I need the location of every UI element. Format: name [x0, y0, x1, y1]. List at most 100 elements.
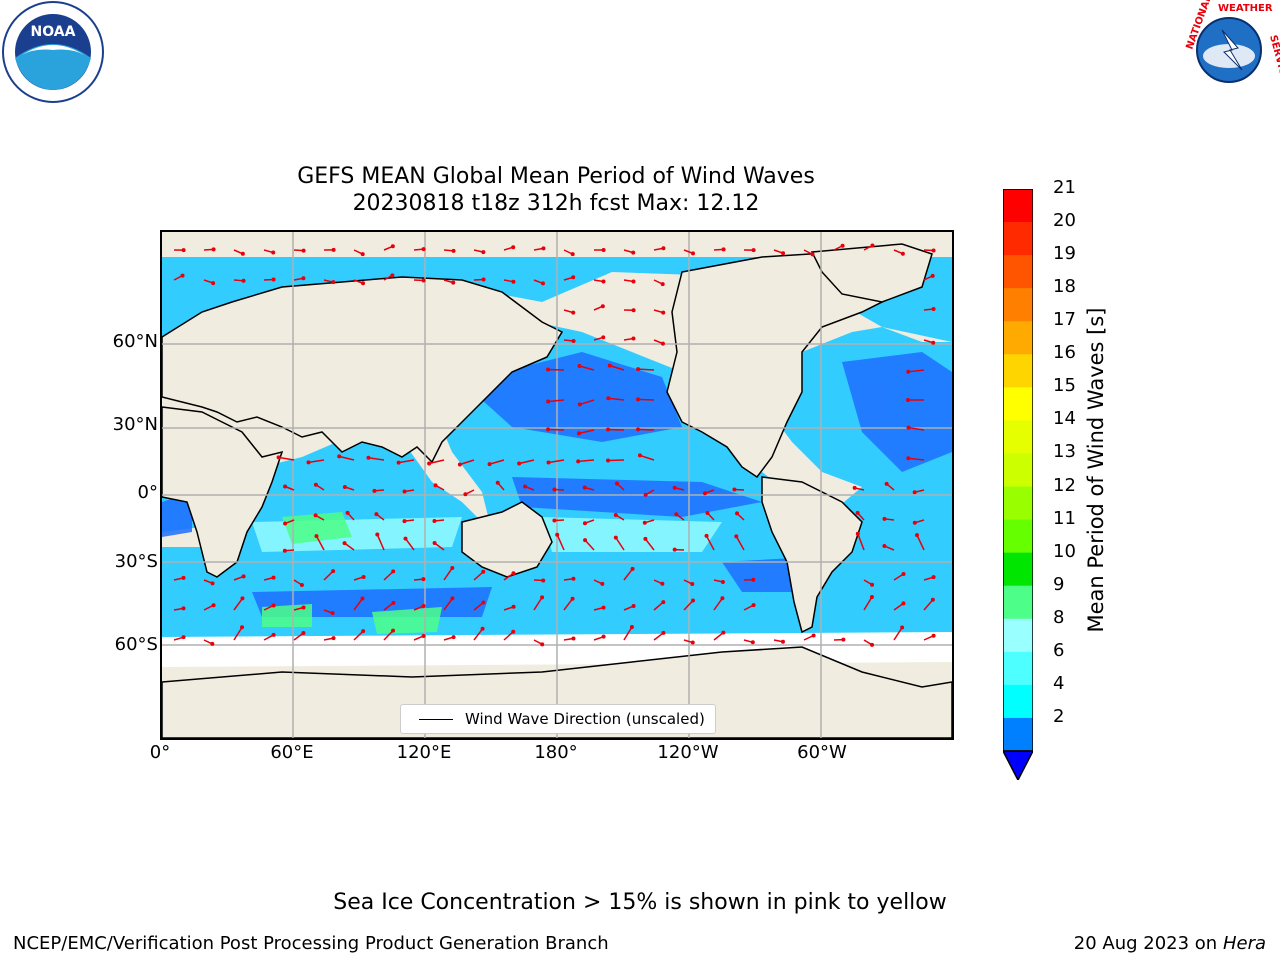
wind-arrow-head — [541, 246, 546, 251]
wind-arrow — [639, 454, 655, 461]
wind-arrow-head — [636, 367, 641, 372]
wind-arrow — [383, 570, 394, 581]
wind-arrow-head — [606, 427, 611, 432]
wind-arrow-head — [366, 455, 371, 460]
wind-arrow-head — [720, 579, 725, 584]
wind-arrow — [443, 567, 453, 581]
wind-arrow-head — [607, 363, 612, 368]
chart-subtitle: 20230818 t18z 312h fcst Max: 12.12 — [352, 191, 760, 216]
wind-arrow — [735, 536, 745, 551]
graticule — [162, 232, 952, 738]
wind-arrow-head — [930, 273, 935, 278]
wind-arrow-head — [241, 278, 246, 283]
wind-arrow-head — [720, 596, 725, 601]
wind-arrow-head — [555, 532, 560, 537]
wind-arrow-head — [583, 538, 588, 543]
wind-arrow-head — [421, 577, 426, 582]
wind-arrow-head — [331, 280, 336, 285]
credit-date: 20 Aug 2023 on — [1073, 933, 1218, 954]
x-tick-0: 0° — [149, 742, 171, 763]
wind-arrow-head — [901, 601, 906, 606]
wind-arrow-head — [432, 540, 437, 545]
wind-arrow-head — [571, 338, 576, 343]
wind-arrow-head — [930, 597, 935, 602]
wind-arrow-head — [582, 521, 587, 526]
svg-text:WEATHER: WEATHER — [1218, 3, 1273, 14]
wind-arrow-head — [601, 634, 606, 639]
wind-arrow — [278, 456, 295, 461]
wind-arrow-head — [672, 485, 677, 490]
colorbar-segment — [1003, 420, 1033, 454]
wind-arrow — [353, 598, 364, 611]
wind-arrow-head — [751, 248, 756, 253]
wind-arrow-head — [900, 251, 905, 256]
wind-arrow-head — [601, 248, 606, 253]
wind-arrow — [584, 539, 595, 551]
wind-arrow-head — [487, 462, 492, 467]
wind-arrow — [893, 627, 903, 641]
wind-arrow-head — [912, 520, 917, 525]
wind-arrow-head — [750, 640, 755, 645]
wind-arrow-head — [577, 402, 582, 407]
wind-arrow-head — [301, 631, 306, 636]
colorbar-segment — [1003, 387, 1033, 421]
wind-arrow-head — [540, 595, 545, 600]
y-tick-30n: 30°N — [112, 414, 158, 435]
wind-arrow-head — [283, 521, 288, 526]
wind-arrow — [908, 457, 925, 461]
wind-arrow-head — [181, 575, 186, 580]
wind-arrow-head — [582, 485, 587, 490]
wind-arrow-head — [511, 245, 516, 250]
wind-arrow-head — [210, 581, 215, 586]
wind-arrow-head — [643, 492, 648, 497]
wind-arrow-head — [463, 492, 468, 497]
wind-arrow-head — [931, 248, 936, 253]
wind-arrow-head — [674, 512, 679, 517]
x-tick-120e: 120°E — [396, 742, 452, 763]
wind-arrow-head — [629, 624, 634, 629]
wind-arrow-head — [882, 543, 887, 548]
wind-arrow-head — [517, 461, 522, 466]
wind-arrow — [398, 459, 415, 464]
map-legend: Wind Wave Direction (unscaled) — [400, 704, 716, 734]
wind-arrow-head — [421, 247, 426, 252]
wind-arrow — [548, 459, 565, 464]
wind-arrow — [489, 459, 505, 465]
wind-arrow-head — [391, 600, 396, 605]
wind-arrow — [353, 630, 364, 641]
wind-arrow-head — [661, 630, 666, 635]
wind-arrow-head — [396, 460, 401, 465]
wind-arrow-head — [546, 427, 551, 432]
wind-arrow-head — [360, 596, 365, 601]
colorbar — [1003, 189, 1033, 780]
wind-arrow-head — [451, 635, 456, 640]
wind-arrow-head — [540, 642, 545, 647]
wind-arrow-head — [914, 533, 919, 538]
wind-arrow-head — [360, 252, 365, 257]
wind-arrow-head — [570, 252, 575, 257]
wind-arrow-head — [600, 304, 605, 309]
wind-arrow — [563, 598, 574, 611]
wind-arrow — [404, 538, 415, 551]
colorbar-tick-label: 8 — [1053, 606, 1065, 628]
wind-arrow — [556, 534, 565, 551]
wind-arrow-head — [661, 246, 666, 251]
wind-arrow-head — [704, 533, 709, 538]
wind-arrow — [579, 399, 595, 406]
colorbar-segment — [1003, 288, 1033, 322]
wind-arrow-head — [541, 578, 546, 583]
colorbar-segment — [1003, 519, 1033, 554]
wind-arrow — [533, 596, 543, 611]
wind-arrow — [615, 537, 625, 551]
wind-arrow — [608, 397, 625, 401]
wind-arrow-head — [361, 629, 366, 634]
colorbar-segment — [1003, 486, 1033, 521]
colorbar-segment — [1003, 717, 1033, 752]
colorbar-tick-label: 16 — [1053, 342, 1076, 364]
wind-arrow-head — [637, 453, 642, 458]
wind-arrow — [473, 571, 484, 581]
noaa-logo-text: NOAA — [31, 24, 76, 40]
wind-arrow-head — [601, 605, 606, 610]
wind-arrow — [548, 399, 565, 403]
wind-arrow — [705, 535, 715, 551]
